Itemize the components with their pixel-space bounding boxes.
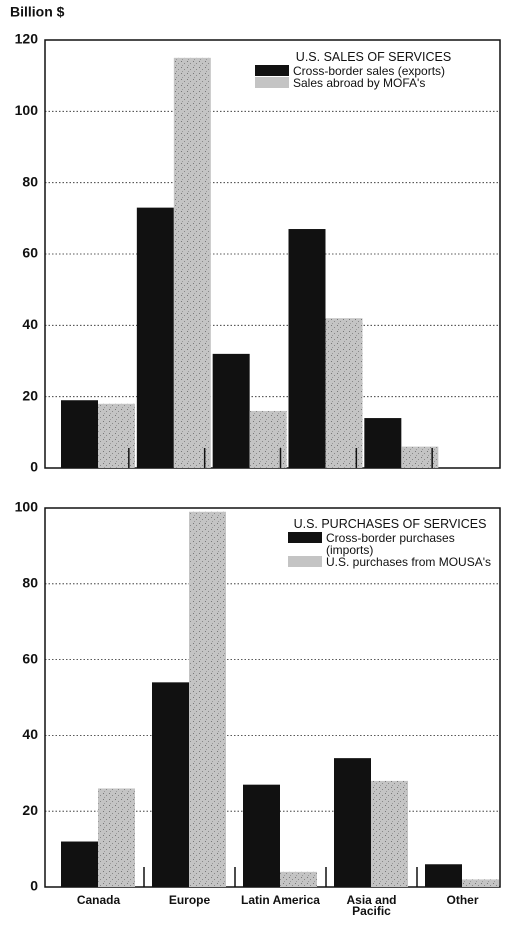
legend: U.S. SALES OF SERVICES Cross-border sales… (255, 50, 492, 89)
bar (212, 353, 250, 468)
y-axis-label: Billion $ (10, 4, 65, 20)
legend-entry: Cross-border sales (exports) (255, 65, 492, 77)
y-tick-label: 40 (22, 726, 38, 742)
bar (280, 871, 317, 887)
legend-swatch (288, 556, 322, 567)
bar (462, 879, 499, 887)
x-tick-label: Asia and Pacific (346, 893, 397, 918)
legend-label: Sales abroad by MOFA's (293, 76, 426, 90)
bar (243, 784, 280, 887)
x-tick-label: Canada (76, 893, 121, 907)
legend-label: Cross-border sales (exports) (293, 64, 446, 78)
y-tick-label: 100 (15, 102, 39, 118)
bar (61, 841, 98, 887)
y-tick-label: 80 (22, 575, 38, 591)
legend-entry: Cross-border purchases (imports) (288, 532, 492, 556)
bar (98, 788, 135, 887)
legend: U.S. PURCHASES OF SERVICES Cross-border p… (288, 517, 492, 568)
x-tick-label: Europe (168, 893, 211, 907)
x-tick-label: Latin America (241, 893, 320, 907)
y-tick-label: 80 (22, 173, 38, 189)
y-tick-label: 100 (15, 499, 39, 515)
legend-swatch (255, 65, 289, 76)
y-tick-label: 0 (30, 459, 38, 475)
bar (401, 446, 439, 468)
y-tick-label: 60 (22, 245, 38, 261)
y-tick-label: 20 (22, 387, 38, 403)
bar (288, 229, 326, 468)
y-tick-label: 20 (22, 802, 38, 818)
legend-entry: Sales abroad by MOFA's (255, 77, 492, 89)
bar (173, 57, 211, 468)
bar (425, 864, 462, 887)
x-tick-label: Other (446, 893, 479, 907)
legend-swatch (255, 77, 289, 88)
legend-swatch (288, 532, 322, 543)
legend-label: U.S. purchases from MOUSA's (326, 555, 491, 569)
y-tick-label: 0 (30, 878, 38, 894)
y-tick-label: 40 (22, 316, 38, 332)
y-tick-label: 60 (22, 650, 38, 666)
legend-title: U.S. PURCHASES OF SERVICES (293, 517, 487, 531)
bar (371, 780, 408, 887)
bar (61, 400, 98, 468)
legend-label: Cross-border purchases (imports) (326, 531, 455, 557)
bar (152, 682, 189, 887)
bar (325, 318, 363, 468)
bar (364, 418, 402, 468)
bar (189, 511, 226, 887)
legend-entry: U.S. purchases from MOUSA's (288, 556, 492, 568)
bar (334, 758, 371, 887)
bar (136, 207, 174, 468)
legend-title: U.S. SALES OF SERVICES (295, 50, 452, 64)
y-tick-label: 120 (15, 31, 39, 47)
